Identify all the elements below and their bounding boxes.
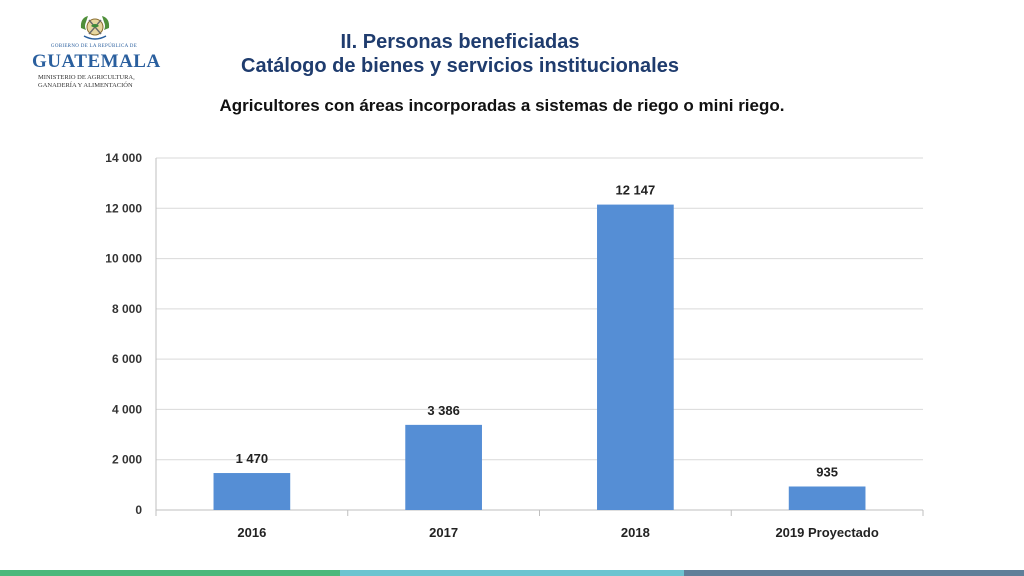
footer-stripe-slate	[684, 570, 1024, 576]
data-label: 3 386	[427, 403, 460, 418]
y-tick-label: 6 000	[112, 352, 142, 366]
y-tick-label: 4 000	[112, 402, 142, 416]
bar	[213, 473, 291, 510]
logo-subtitle-line2: GANADERÍA Y ALIMENTACIÓN	[38, 82, 133, 89]
x-tick-label: 2017	[429, 525, 458, 540]
x-tick-label: 2018	[621, 525, 650, 540]
x-tick-label: 2019 Proyectado	[775, 525, 878, 540]
chart-title: Agricultores con áreas incorporadas a si…	[219, 96, 785, 115]
footer-stripe-green	[0, 570, 340, 576]
logo-name: GUATEMALA	[32, 51, 161, 72]
data-label: 1 470	[236, 451, 269, 466]
footer-stripe-teal	[340, 570, 684, 576]
logo-subtitle: MINISTERIO DE AGRICULTURA, GANADERÍA Y A…	[38, 74, 156, 90]
bar	[788, 486, 866, 510]
y-tick-label: 14 000	[105, 151, 142, 165]
y-tick-label: 0	[135, 503, 142, 517]
x-tick-label: 2016	[237, 525, 266, 540]
data-label: 935	[816, 464, 838, 479]
logo-small-text: GOBIERNO DE LA REPÚBLICA DE	[50, 44, 138, 49]
y-tick-label: 10 000	[105, 252, 142, 266]
data-label: 12 147	[615, 183, 655, 198]
title-line-1: II. Personas beneficiadas	[340, 31, 580, 53]
bar	[405, 424, 482, 510]
title-line-2: Catálogo de bienes y servicios instituci…	[241, 55, 679, 77]
slide-title: II. Personas beneficiadas Catálogo de bi…	[180, 30, 740, 78]
logo-subtitle-line1: MINISTERIO DE AGRICULTURA,	[38, 74, 135, 81]
y-tick-label: 12 000	[105, 201, 142, 215]
bar	[597, 204, 674, 510]
y-tick-label: 8 000	[112, 302, 142, 316]
coat-of-arms-icon	[80, 16, 110, 40]
ministry-logo: GOBIERNO DE LA REPÚBLICA DE GUATEMALA MI…	[32, 14, 161, 94]
y-tick-label: 2 000	[112, 453, 142, 467]
